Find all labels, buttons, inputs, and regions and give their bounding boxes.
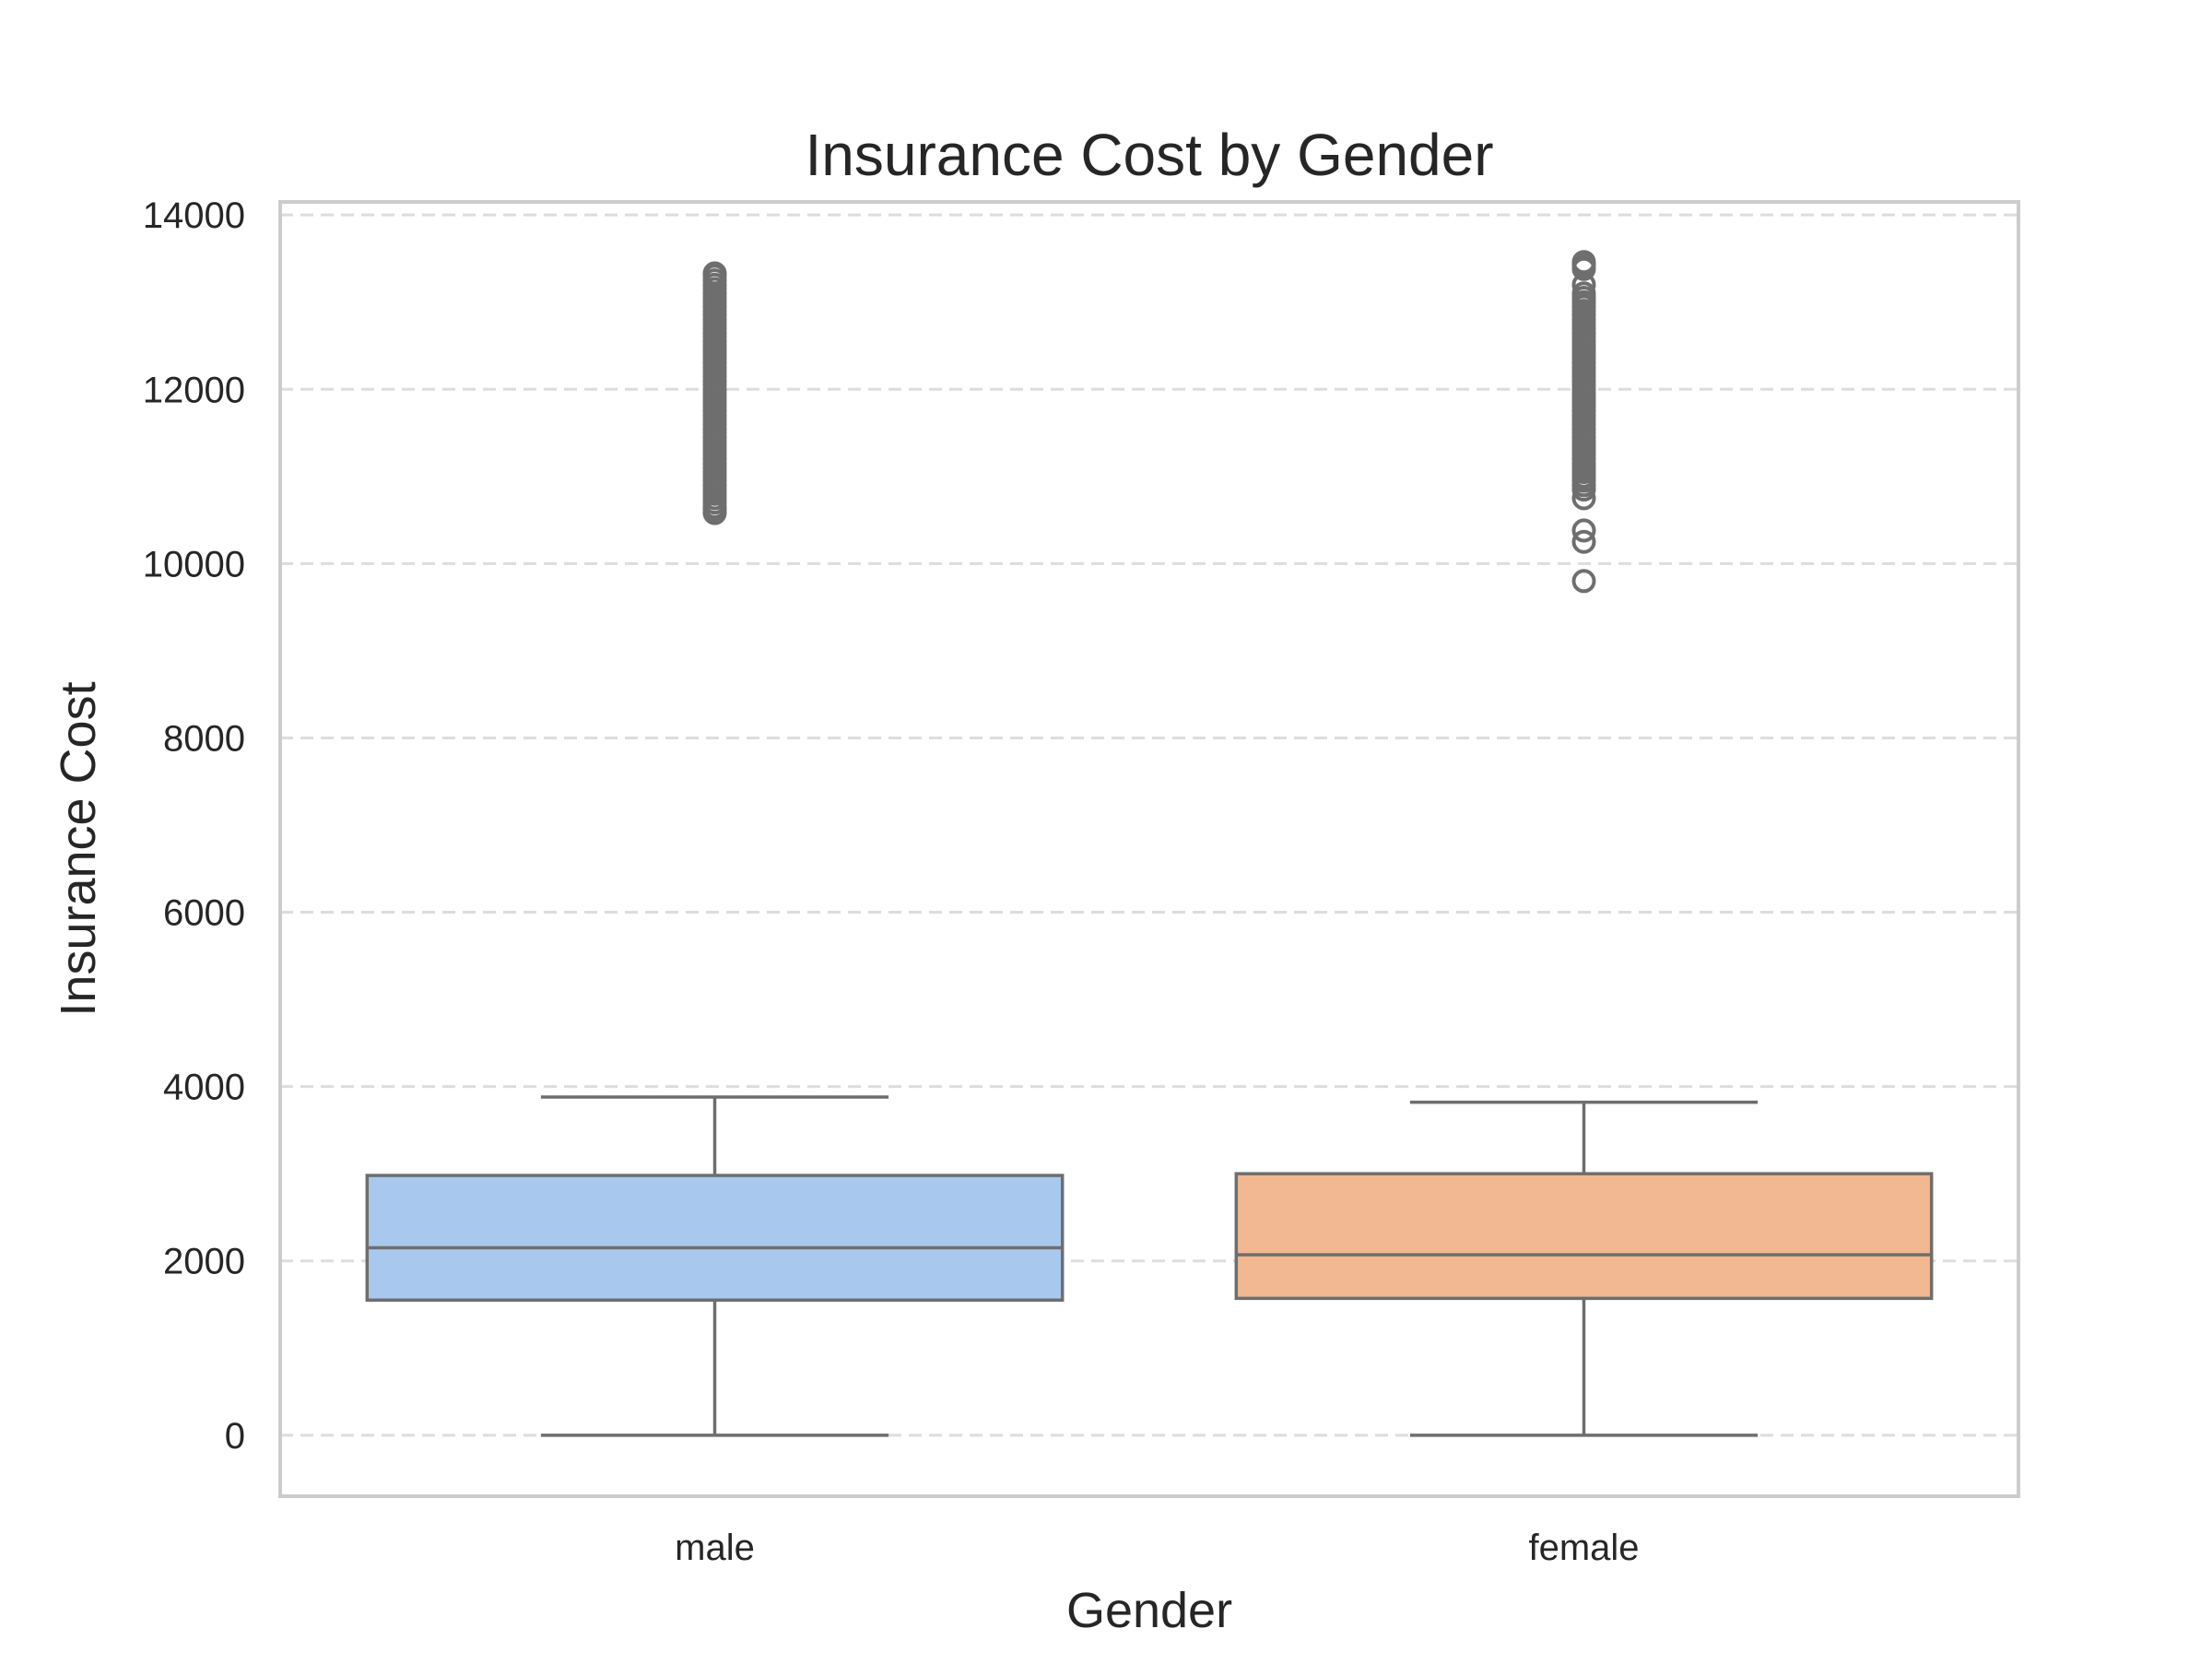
x-tick-label: male [675, 1528, 755, 1568]
box-male [365, 1174, 1065, 1303]
y-tick-label: 12000 [143, 370, 245, 410]
y-tick-label: 4000 [163, 1068, 245, 1108]
outlier-point [702, 261, 727, 286]
outlier-point [1571, 529, 1596, 554]
y-tick-label: 10000 [143, 544, 245, 584]
box-group-male [365, 261, 1065, 1437]
box-female [1234, 1172, 1934, 1301]
x-axis-title: Gender [1066, 1583, 1232, 1638]
y-tick-label: 6000 [163, 893, 245, 934]
outlier-point [1571, 518, 1596, 543]
y-tick-label: 8000 [163, 718, 245, 759]
chart-title: Insurance Cost by Gender [805, 122, 1493, 188]
outlier-point [1571, 250, 1596, 275]
outlier-point [1571, 569, 1596, 594]
plot-frame [278, 200, 2020, 1498]
y-axis-title: Insurance Cost [51, 681, 106, 1016]
y-tick-label: 2000 [163, 1242, 245, 1282]
plot-area [365, 250, 1934, 1437]
box-group-female [1234, 250, 1934, 1437]
outlier-point [1571, 281, 1596, 306]
y-axis-ticks: 0 2000 4000 6000 8000 10000 12000 14000 [143, 195, 245, 1457]
y-tick-label: 0 [225, 1416, 245, 1457]
x-tick-label: female [1528, 1528, 1639, 1568]
y-tick-label: 14000 [143, 195, 245, 236]
x-axis-ticks: male female [675, 1528, 1639, 1568]
